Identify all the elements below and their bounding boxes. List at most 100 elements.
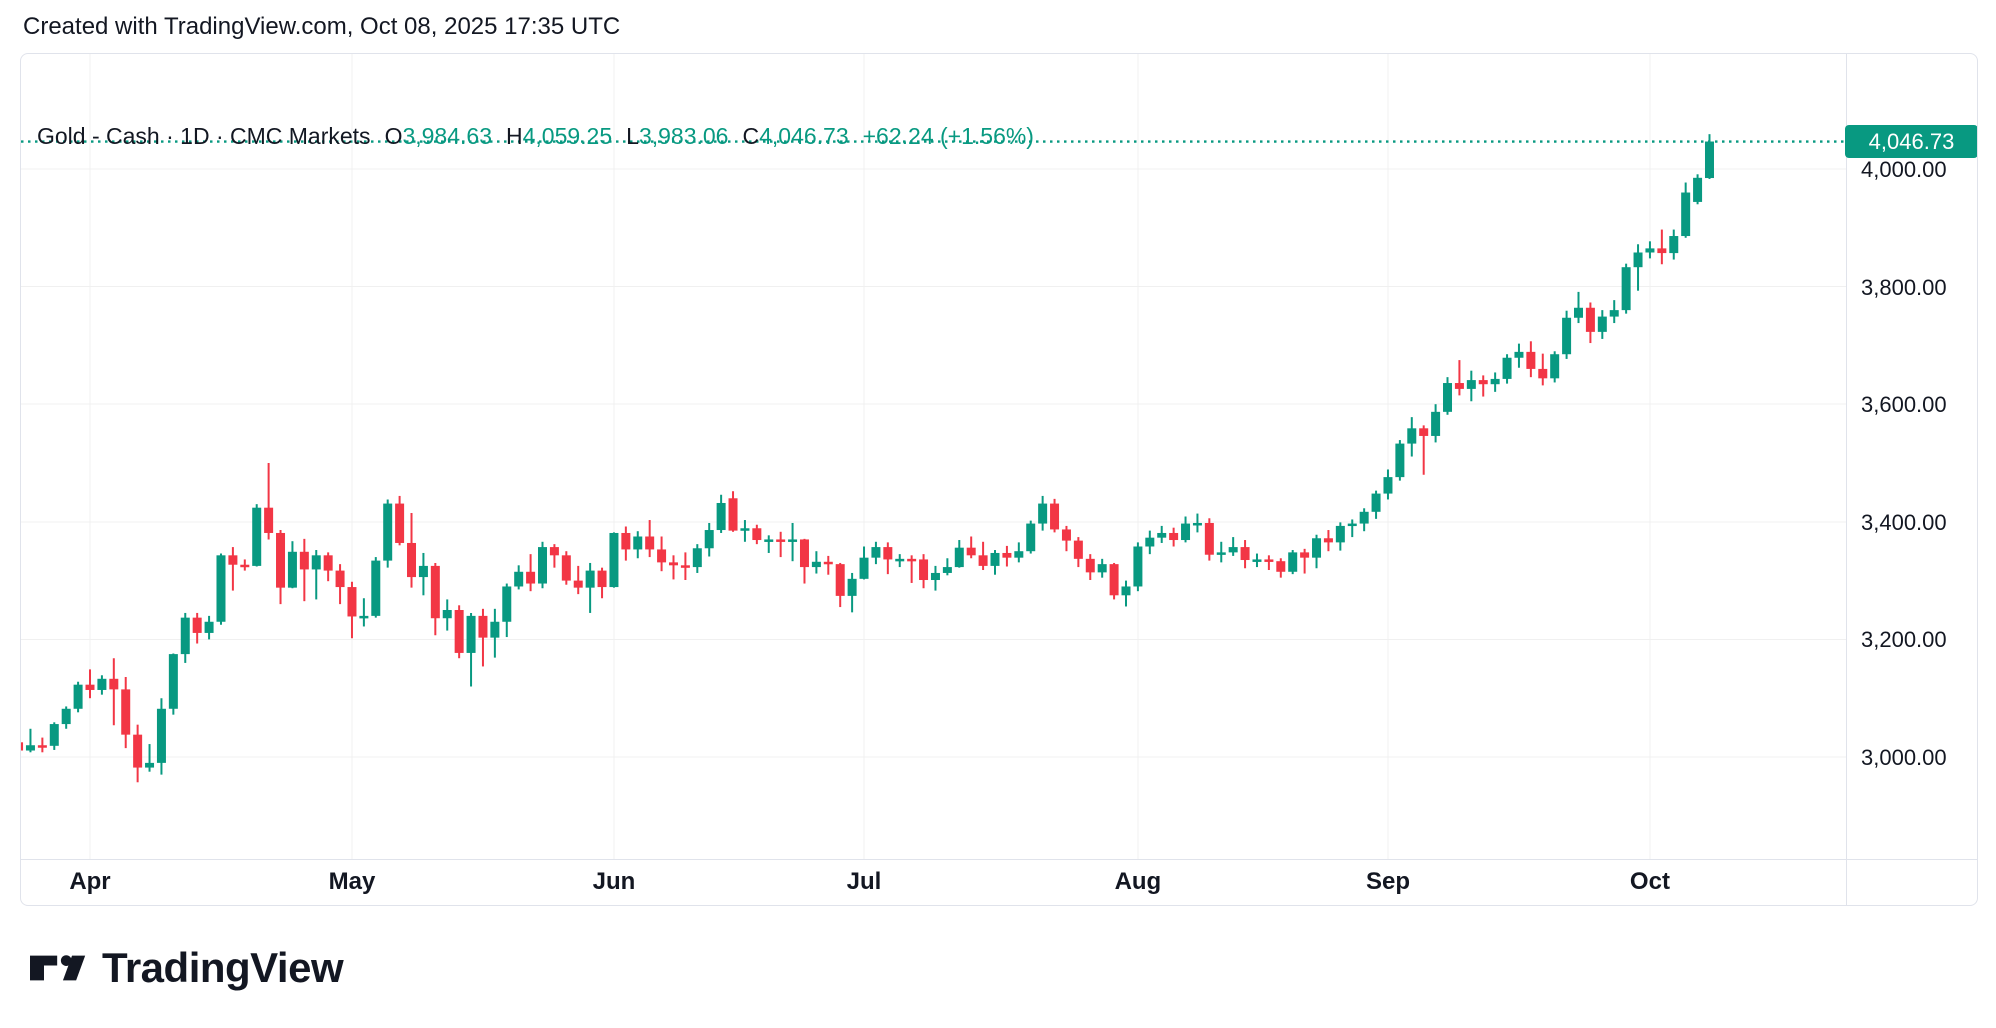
candle-body [990, 552, 1000, 566]
candle-body [502, 586, 512, 622]
candle-body [109, 678, 119, 690]
candle-body [823, 561, 833, 565]
candle-body [1014, 551, 1024, 558]
candle-body [1300, 552, 1310, 558]
candle-body [752, 528, 762, 541]
candle-body [383, 503, 393, 561]
candle-body [1335, 525, 1345, 543]
candle-body [1466, 380, 1476, 389]
chart-card: Gold - Cash · 1D · CMC Markets O3,984.63… [20, 53, 1978, 906]
candle-body [1288, 552, 1298, 572]
candle-body [1502, 357, 1512, 379]
candle-body [954, 547, 964, 568]
candle-body [942, 567, 952, 573]
candle-body [704, 530, 714, 549]
candle-body [1681, 192, 1691, 237]
candle-body [252, 507, 262, 566]
candle-body [1645, 248, 1655, 253]
tradingview-logo[interactable]: TradingView [30, 946, 344, 990]
candle-body [1407, 428, 1417, 444]
price-axis-label: 4,000.00 [1861, 157, 1947, 182]
candle-body [859, 557, 869, 579]
candle-body [1419, 428, 1429, 436]
time-axis-label: Apr [69, 868, 111, 895]
candle-body [1264, 559, 1274, 562]
candle-body [276, 532, 286, 588]
symbol-legend: Gold - Cash · 1D · CMC Markets O3,984.63… [37, 123, 1034, 150]
time-axis-label: Jun [592, 868, 636, 895]
candle-body [1514, 351, 1524, 358]
candle-body [716, 502, 726, 531]
candle-body [1157, 532, 1167, 538]
candle-body [1312, 538, 1322, 558]
candle-body [168, 654, 178, 709]
symbol-title: Gold - Cash · 1D · CMC Markets [37, 123, 371, 149]
candle-body [97, 678, 107, 690]
time-axis-label: May [328, 868, 376, 895]
candle-body [121, 689, 131, 735]
time-axis-label: Aug [1114, 868, 1162, 895]
candle-body [21, 742, 24, 751]
time-axis-label: Sep [1365, 868, 1410, 895]
candle-body [466, 615, 476, 653]
candle-body [1704, 141, 1714, 179]
time-axis-label: Oct [1629, 868, 1670, 895]
candle-body [609, 532, 619, 588]
candle-body [287, 551, 297, 588]
candle-body [1204, 522, 1214, 555]
created-with-attribution: Created with TradingView.com, Oct 08, 20… [23, 13, 621, 40]
candle-body [1228, 547, 1238, 553]
candle-body [1097, 564, 1107, 573]
candle-body [49, 724, 59, 746]
candle-body [204, 621, 214, 633]
legend-open: O3,984.63 [384, 123, 492, 149]
candle-body [1383, 477, 1393, 494]
candle-body [180, 617, 190, 655]
last-price-badge: 4,046.73 [1845, 125, 1977, 159]
candle-body [299, 551, 309, 570]
price-axis-label: 3,400.00 [1861, 509, 1947, 535]
legend-close: C4,046.73 [742, 123, 849, 149]
candle-body [311, 555, 321, 570]
candle-body [847, 578, 857, 596]
candle-body [561, 555, 571, 581]
candle-body [1395, 443, 1405, 478]
candle-body [240, 564, 250, 568]
candle-body [514, 571, 524, 587]
candle-body [1061, 529, 1071, 541]
candle-body [1216, 552, 1226, 555]
candle-body [1633, 252, 1643, 268]
candle-body [1490, 378, 1500, 385]
candle-body [633, 536, 643, 550]
price-axis-separator [1846, 54, 1847, 905]
candle-body [538, 547, 548, 584]
candles-series [21, 134, 1714, 783]
candle-body [73, 684, 83, 709]
candle-body [621, 532, 631, 550]
candle-body [526, 571, 536, 584]
candle-body [490, 621, 500, 638]
candle-body [966, 547, 976, 556]
candle-body [776, 539, 786, 542]
candle-body [895, 558, 905, 562]
candle-body [799, 539, 809, 568]
candle-body [192, 617, 202, 633]
candle-body [25, 745, 35, 751]
candle-body [1192, 522, 1202, 526]
candle-body [728, 498, 738, 531]
price-axis-label: 3,600.00 [1861, 392, 1947, 418]
candle-body [919, 559, 929, 581]
candle-body [407, 542, 417, 578]
candle-body [1526, 351, 1536, 369]
candle-body [1323, 538, 1333, 543]
candle-body [1669, 236, 1679, 254]
candle-body [1657, 248, 1667, 254]
candle-body [478, 615, 488, 638]
candle-body [657, 549, 667, 563]
candle-body [1609, 310, 1619, 317]
candle-body [1276, 561, 1286, 572]
price-axis-label: 3,800.00 [1861, 274, 1947, 300]
candle-body [1538, 368, 1548, 379]
candle-body [907, 558, 917, 562]
